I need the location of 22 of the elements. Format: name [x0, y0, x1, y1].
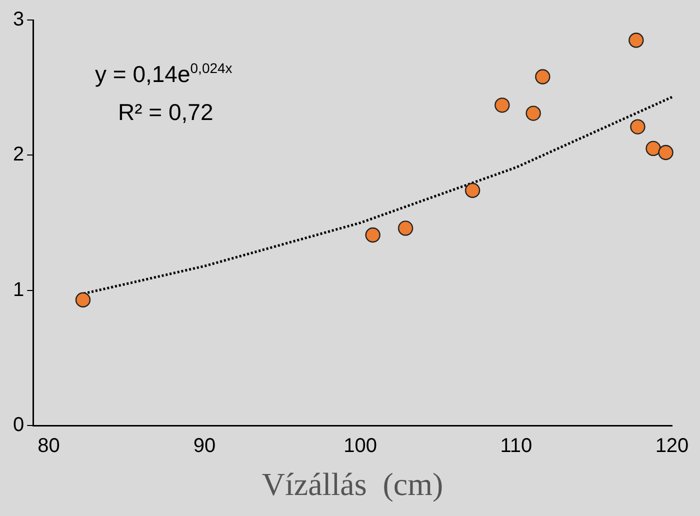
point	[630, 119, 646, 134]
y-tick-label: 2	[13, 144, 24, 166]
point	[628, 32, 644, 48]
point	[658, 144, 674, 160]
x-tick-label: 120	[655, 435, 689, 458]
point	[75, 292, 91, 308]
x-tick-label: 80	[38, 435, 60, 458]
point	[535, 69, 550, 84]
point	[646, 140, 661, 156]
point	[464, 182, 480, 198]
x-tick-label: 110	[500, 435, 532, 458]
annotation: R² = 0,72	[118, 99, 214, 125]
point	[398, 220, 414, 236]
x-tick-label: 100	[344, 435, 378, 458]
point	[494, 98, 510, 113]
x-axis-title: Vízállás (cm)	[262, 466, 444, 502]
point	[365, 227, 380, 243]
point	[526, 106, 541, 121]
y-tick-label: 1	[13, 278, 24, 301]
x-tick-label: 90	[193, 435, 216, 458]
y-tick-label: 0	[13, 414, 24, 436]
y-tick-label: 3	[13, 8, 24, 31]
